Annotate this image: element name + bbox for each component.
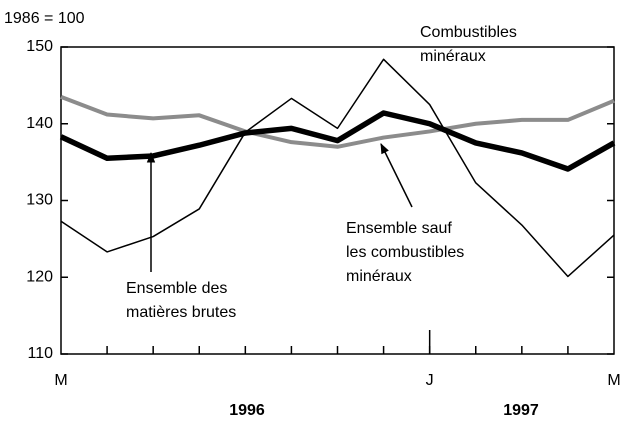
year-label: 1996	[229, 402, 265, 419]
y-tick-label: 140	[26, 115, 53, 132]
y-tick-label: 150	[26, 38, 53, 55]
series-label: Ensemble des	[126, 280, 227, 297]
y-tick-label: 120	[26, 268, 53, 285]
series-label: les combustibles	[346, 244, 464, 261]
year-label: 1997	[503, 402, 539, 419]
series-label: minéraux	[346, 268, 412, 285]
series-label: matières brutes	[126, 304, 236, 321]
x-tick-label: J	[426, 372, 434, 389]
series-label: Combustibles	[420, 24, 517, 41]
y-tick-label: 110	[27, 345, 53, 362]
x-tick-label: M	[607, 372, 620, 389]
x-tick-label: M	[54, 372, 67, 389]
series-label: minéraux	[420, 48, 486, 65]
y-tick-label: 130	[26, 192, 53, 209]
series-line	[59, 110, 616, 172]
subtitle: 1986 = 100	[4, 10, 85, 27]
arrow	[380, 143, 413, 208]
series-line	[60, 95, 615, 149]
series-line	[60, 58, 615, 278]
series-label: Ensemble sauf	[346, 220, 452, 237]
